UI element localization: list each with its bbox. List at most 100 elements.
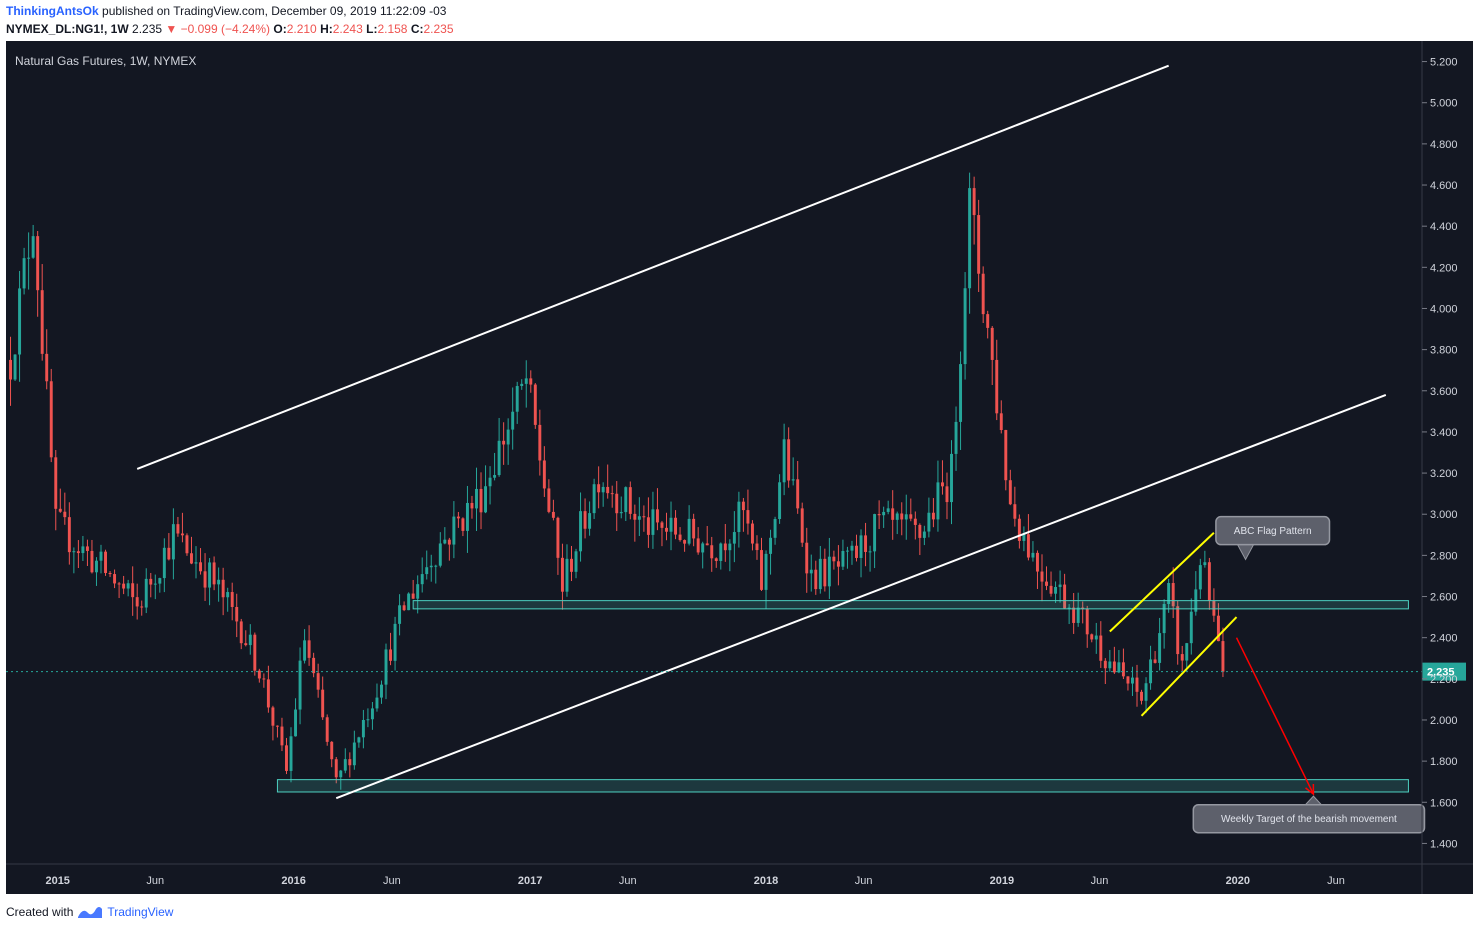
time-tick-label: Jun xyxy=(619,875,637,887)
price-tick-label: 3.200 xyxy=(1430,468,1458,480)
candle-body xyxy=(556,517,560,558)
candle-body xyxy=(574,551,578,572)
flag-upper-line[interactable] xyxy=(1109,532,1215,633)
candle-body xyxy=(493,475,497,478)
price-axis[interactable]: 1.400 1.600 1.800 2.000 2.200 2.400 2.600 2.800… xyxy=(1422,57,1458,851)
time-axis[interactable]: 2015 Jun 2016 Jun 2017 Jun 2018 Jun 2019 Jun 2020 J… xyxy=(45,875,1344,887)
candle-body xyxy=(99,551,103,561)
candle-body xyxy=(1221,641,1225,672)
candle-body xyxy=(651,509,655,535)
candle-body xyxy=(475,488,478,509)
low-label: L: xyxy=(366,22,378,36)
candle-body xyxy=(407,593,411,611)
symbol[interactable]: NYMEX_DL:NG1!, 1W xyxy=(6,22,129,36)
candle-body xyxy=(1008,480,1012,505)
candle-body xyxy=(230,592,234,607)
candle-body xyxy=(1144,683,1148,701)
channel-upper-line[interactable] xyxy=(136,64,1170,470)
candle-body xyxy=(678,534,682,541)
candle-body xyxy=(1072,607,1076,623)
candle-body xyxy=(411,593,415,599)
candle-body xyxy=(443,539,447,544)
target-arrow-line[interactable] xyxy=(1235,637,1315,795)
candle-body xyxy=(54,457,58,509)
candle-body xyxy=(126,583,130,589)
tradingview-link[interactable]: TradingView xyxy=(107,905,174,919)
candle-body xyxy=(995,359,999,414)
candle-body xyxy=(940,482,944,487)
candle-body xyxy=(592,484,596,514)
abc-flag-pattern-label-box[interactable] xyxy=(1215,515,1331,546)
candle-body xyxy=(389,649,393,661)
candle-body xyxy=(818,558,822,590)
candle-body xyxy=(977,215,981,274)
last-price: 2.235 xyxy=(132,22,163,36)
chart-container[interactable]: 2.235 ABC Flag Pattern Weekly Target of th… xyxy=(6,41,1473,894)
flag-lower-line[interactable] xyxy=(1140,616,1238,717)
candle-body xyxy=(1058,584,1062,588)
candle-body xyxy=(13,354,17,380)
candles-layer xyxy=(9,172,1225,790)
candle-body xyxy=(832,556,836,562)
price-chart[interactable]: 2.235 ABC Flag Pattern Weekly Target of th… xyxy=(6,41,1473,894)
price-tick-label: 1.400 xyxy=(1430,838,1458,850)
candle-body xyxy=(226,592,230,598)
candle-body xyxy=(461,518,465,531)
candle-body xyxy=(642,516,646,518)
candle-body xyxy=(855,545,858,558)
candle-body xyxy=(570,558,573,572)
candle-body xyxy=(696,538,700,553)
candle-body xyxy=(208,562,212,588)
time-tick-label: Jun xyxy=(1091,875,1109,887)
support-zone-upper[interactable] xyxy=(412,600,1409,610)
candle-body xyxy=(755,543,759,551)
candle-body xyxy=(316,673,320,690)
candle-body xyxy=(1031,552,1035,558)
author-link[interactable]: ThinkingAntsOk xyxy=(6,4,99,18)
candle-body xyxy=(275,725,279,727)
candle-body xyxy=(117,583,121,585)
candle-body xyxy=(1162,603,1166,634)
price-tick-label: 2.200 xyxy=(1430,674,1458,686)
support-zone-lower[interactable] xyxy=(276,779,1409,793)
candle-body xyxy=(343,759,347,771)
candle-body xyxy=(144,578,148,608)
high-label: H: xyxy=(320,22,333,36)
candle-body xyxy=(981,273,985,315)
candle-body xyxy=(470,502,474,509)
candle-body xyxy=(76,551,80,554)
candle-body xyxy=(565,558,569,592)
candle-body xyxy=(547,488,551,512)
candle-body xyxy=(244,643,248,646)
candle-body xyxy=(579,511,583,552)
candle-body xyxy=(674,517,678,535)
candle-body xyxy=(416,584,420,599)
time-tick-label: 2016 xyxy=(281,875,305,887)
candle-body xyxy=(913,518,917,525)
drawings-layer: 2.235 ABC Flag Pattern Weekly Target of th… xyxy=(6,64,1466,834)
candle-body xyxy=(841,550,845,567)
candle-body xyxy=(488,477,492,487)
channel-lower-line[interactable] xyxy=(335,393,1387,800)
candle-body xyxy=(624,487,628,513)
candle-body xyxy=(420,574,424,585)
candle-body xyxy=(791,479,795,481)
candle-body xyxy=(732,532,736,544)
candle-body xyxy=(506,429,510,445)
publish-date: published on TradingView.com, December 0… xyxy=(102,4,447,18)
candle-body xyxy=(131,583,135,598)
weekly-target-label-box[interactable] xyxy=(1192,803,1426,834)
candle-body xyxy=(465,502,469,531)
candle-body xyxy=(1081,607,1085,609)
candle-body xyxy=(289,736,293,771)
candle-body xyxy=(429,565,433,568)
candle-body xyxy=(266,679,270,708)
candle-body xyxy=(72,551,76,553)
candle-body xyxy=(40,290,44,354)
candle-body xyxy=(1153,659,1157,663)
candle-body xyxy=(665,527,668,532)
candle-body xyxy=(836,561,840,567)
publish-info: ThinkingAntsOk published on TradingView.… xyxy=(6,4,446,18)
candle-body xyxy=(551,511,555,518)
candle-body xyxy=(778,482,782,520)
